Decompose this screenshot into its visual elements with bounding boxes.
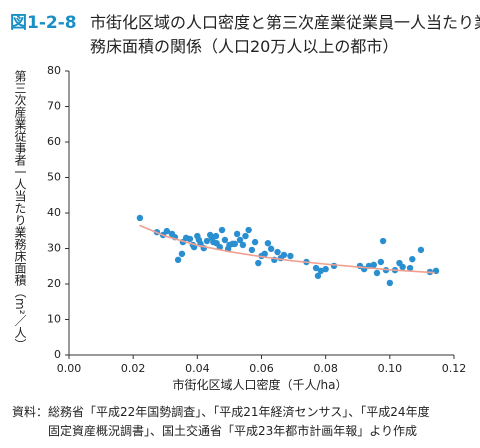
x-tick-label: 0.08 (313, 362, 338, 375)
data-point (379, 237, 387, 245)
y-tick-label: 40 (47, 206, 61, 219)
y-tick-label: 30 (47, 242, 61, 255)
data-point (178, 250, 186, 258)
y-tick-label: 80 (47, 64, 61, 77)
title-line: 市街化区域の人口密度と第三次産業従業員一人当たり業 (90, 13, 480, 32)
data-point (317, 267, 325, 275)
data-point (267, 245, 275, 253)
data-point (287, 252, 294, 260)
data-point (264, 239, 272, 247)
data-point (239, 241, 247, 249)
data-point (417, 246, 425, 254)
data-point (231, 240, 239, 248)
y-tick-label: 0 (54, 348, 61, 361)
y-tick-label: 20 (47, 277, 61, 290)
x-tick-label: 0.02 (121, 362, 146, 375)
data-point (314, 272, 322, 280)
x-tick-label: 0.10 (378, 362, 403, 375)
data-point (373, 269, 381, 277)
data-point (312, 264, 320, 272)
data-point (242, 232, 249, 240)
data-point (261, 250, 268, 258)
x-tick-label: 0.00 (57, 362, 82, 375)
data-point (212, 232, 220, 240)
data-point (136, 214, 144, 222)
data-point (245, 226, 252, 234)
data-point (377, 258, 385, 266)
y-tick-label: 70 (47, 100, 61, 113)
data-point (399, 263, 406, 271)
trend-line (139, 224, 435, 274)
x-tick-label: 0.04 (185, 362, 210, 375)
data-point (203, 237, 211, 245)
data-point (218, 226, 226, 234)
data-point (255, 259, 262, 267)
data-point (370, 261, 377, 269)
data-point (280, 251, 288, 259)
y-tick-label: 50 (47, 171, 61, 184)
y-axis-label: 第三次産業従事者一人当たり業務床面積（m²／人） (13, 70, 27, 351)
data-point (409, 255, 416, 263)
data-point (274, 248, 281, 256)
data-point (248, 246, 256, 254)
title-line: 務床面積の関係（人口20万人以上の都市） (90, 37, 399, 56)
data-point (330, 262, 338, 270)
data-point (233, 230, 241, 238)
x-tick-label: 0.06 (249, 362, 274, 375)
y-tick-label: 60 (47, 135, 61, 148)
source-line: 資料：総務省「平成22年国勢調査」、「平成21年経済センサス」、「平成24年度 (12, 405, 430, 419)
data-point (406, 264, 414, 272)
y-tick-label: 10 (47, 313, 61, 326)
data-point (322, 265, 329, 273)
figure-label: 図1-2-8 (10, 13, 77, 33)
data-point (386, 279, 394, 287)
x-tick-label: 0.12 (442, 362, 467, 375)
data-point (221, 236, 229, 244)
data-point (186, 235, 194, 243)
data-point (236, 236, 244, 244)
source-line: 固定資産概況調書」、国土交通省「平成23年都市計画年報」より作成 (48, 424, 418, 438)
data-point (174, 256, 182, 264)
data-point (251, 238, 259, 246)
x-axis-label: 市街化区域人口密度（千人/ha） (172, 378, 348, 392)
data-point (163, 227, 171, 235)
